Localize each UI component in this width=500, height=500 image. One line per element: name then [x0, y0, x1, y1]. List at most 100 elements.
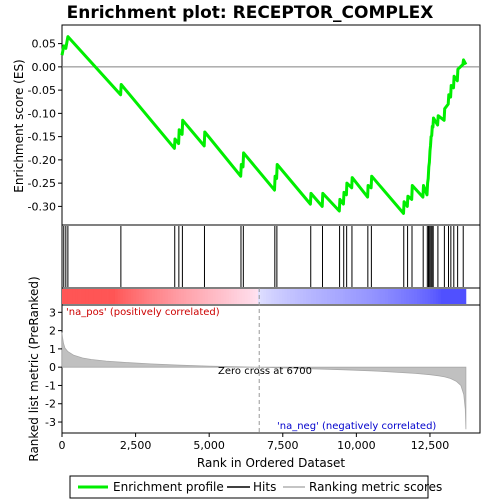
band-segment	[210, 289, 214, 304]
band-segment	[387, 289, 391, 304]
metric-ytick-label: -3	[45, 416, 56, 429]
band-segment	[422, 289, 426, 304]
band-segment	[247, 289, 251, 304]
band-segment	[162, 289, 166, 304]
metric-ytick-label: 1	[49, 343, 56, 356]
band-segment	[361, 289, 365, 304]
band-segment	[345, 289, 349, 304]
band-segment	[454, 289, 458, 304]
band-segment	[419, 289, 423, 304]
chart-title: Enrichment plot: RECEPTOR_COMPLEX	[67, 3, 434, 23]
band-segment	[226, 289, 230, 304]
band-segment	[464, 289, 467, 304]
band-segment	[91, 289, 95, 304]
band-segment	[75, 289, 79, 304]
band-segment	[390, 289, 394, 304]
band-segment	[456, 289, 460, 304]
pos-label: 'na_pos' (positively correlated)	[66, 307, 220, 318]
band-segment	[313, 289, 317, 304]
band-segment	[228, 289, 232, 304]
x-tick-label: 12,500	[411, 439, 450, 452]
band-segment	[186, 289, 190, 304]
band-segment	[334, 289, 338, 304]
band-segment	[138, 289, 142, 304]
band-segment	[303, 289, 307, 304]
band-segment	[273, 289, 277, 304]
band-segment	[157, 289, 161, 304]
band-segment	[382, 289, 386, 304]
band-segment	[411, 289, 415, 304]
band-segment	[287, 289, 291, 304]
x-tick-label: 10,000	[337, 439, 376, 452]
band-segment	[305, 289, 309, 304]
band-segment	[117, 289, 121, 304]
band-segment	[72, 289, 76, 304]
band-segment	[136, 289, 140, 304]
band-segment	[427, 289, 431, 304]
es-y-axis: 0.05 0.00 -0.05 -0.10 -0.15 -0.20 -0.25 -0.30	[28, 38, 62, 213]
metric-ytick-label: 2	[49, 325, 56, 338]
band-segment	[154, 289, 158, 304]
band-segment	[369, 289, 373, 304]
band-segment	[101, 289, 105, 304]
band-segment	[146, 289, 150, 304]
band-segment	[236, 289, 240, 304]
band-segment	[297, 289, 301, 304]
band-segment	[189, 289, 193, 304]
x-tick-label: 2,500	[120, 439, 152, 452]
band-segment	[342, 289, 346, 304]
band-segment	[80, 289, 84, 304]
band-segment	[268, 289, 272, 304]
band-segment	[69, 289, 73, 304]
x-tick-label: 5,000	[193, 439, 225, 452]
band-segment	[398, 289, 402, 304]
band-segment	[432, 289, 436, 304]
band-segment	[252, 289, 256, 304]
band-segment	[67, 289, 71, 304]
band-segment	[112, 289, 116, 304]
band-segment	[364, 289, 368, 304]
band-segment	[64, 289, 68, 304]
band-segment	[308, 289, 312, 304]
band-segment	[353, 289, 357, 304]
band-segment	[265, 289, 270, 304]
ranking-color-band	[62, 289, 467, 304]
x-axis-label: Rank in Ordered Dataset	[197, 456, 345, 470]
band-segment	[62, 289, 66, 304]
band-segment	[199, 289, 203, 304]
band-segment	[462, 289, 466, 304]
band-segment	[406, 289, 410, 304]
metric-ytick-label: 3	[49, 306, 56, 319]
band-segment	[128, 289, 132, 304]
band-segment	[96, 289, 100, 304]
es-ytick-label: -0.30	[28, 200, 56, 213]
band-segment	[348, 289, 352, 304]
es-ytick-label: -0.20	[28, 154, 56, 167]
band-segment	[443, 289, 447, 304]
band-segment	[220, 289, 225, 304]
band-segment	[88, 289, 92, 304]
band-segment	[242, 289, 246, 304]
band-segment	[395, 289, 399, 304]
band-segment	[107, 289, 111, 304]
band-segment	[440, 289, 444, 304]
band-segment	[160, 289, 164, 304]
band-segment	[234, 289, 238, 304]
band-segment	[170, 289, 174, 304]
band-segment	[85, 289, 89, 304]
band-segment	[77, 289, 81, 304]
es-ytick-label: 0.00	[32, 61, 57, 74]
band-segment	[311, 289, 315, 304]
es-ytick-label: -0.25	[28, 177, 56, 190]
band-segment	[371, 289, 376, 304]
band-segment	[337, 289, 341, 304]
legend-metric-label: Ranking metric scores	[309, 480, 442, 494]
band-segment	[165, 289, 169, 304]
x-tick-label: 0	[59, 439, 66, 452]
band-segment	[141, 289, 145, 304]
band-segment	[197, 289, 201, 304]
band-segment	[149, 289, 153, 304]
band-segment	[276, 289, 280, 304]
band-segment	[340, 289, 344, 304]
x-tick-label: 7,500	[267, 439, 299, 452]
